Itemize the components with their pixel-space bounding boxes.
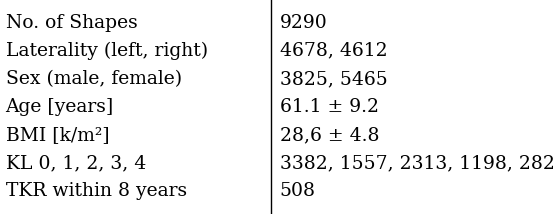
Text: 3382, 1557, 2313, 1198, 282: 3382, 1557, 2313, 1198, 282: [280, 154, 554, 172]
Text: 508: 508: [280, 182, 316, 200]
Text: 61.1 ± 9.2: 61.1 ± 9.2: [280, 98, 379, 116]
Text: Age [years]: Age [years]: [6, 98, 114, 116]
Text: Laterality (left, right): Laterality (left, right): [6, 42, 208, 60]
Text: KL 0, 1, 2, 3, 4: KL 0, 1, 2, 3, 4: [6, 154, 146, 172]
Text: Sex (male, female): Sex (male, female): [6, 70, 182, 88]
Text: 3825, 5465: 3825, 5465: [280, 70, 388, 88]
Text: TKR within 8 years: TKR within 8 years: [6, 182, 187, 200]
Text: 28,6 ± 4.8: 28,6 ± 4.8: [280, 126, 379, 144]
Text: BMI [k/m²]: BMI [k/m²]: [6, 126, 109, 144]
Text: 9290: 9290: [280, 14, 327, 32]
Text: 4678, 4612: 4678, 4612: [280, 42, 388, 60]
Text: No. of Shapes: No. of Shapes: [6, 14, 137, 32]
